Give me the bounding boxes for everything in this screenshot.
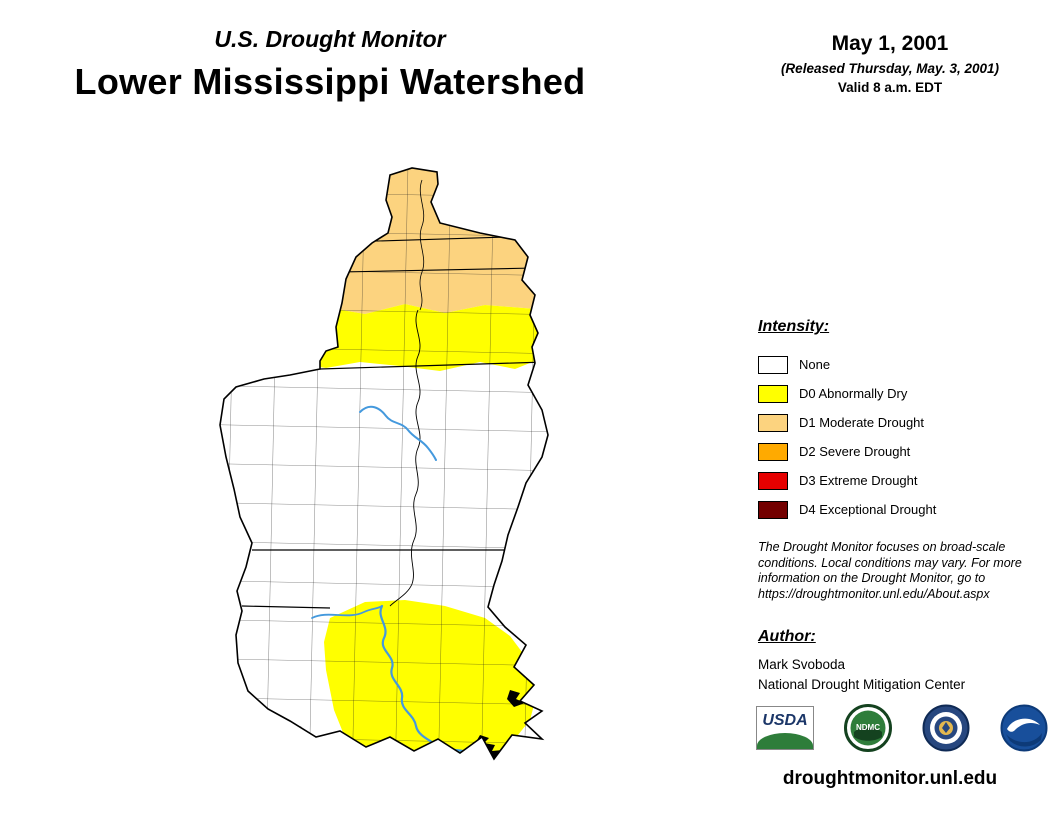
legend-swatch-d2: [758, 442, 788, 461]
logo-row: USDA NDMC: [756, 704, 1048, 752]
legend: None D0 Abnormally Dry D1 Moderate Droug…: [758, 350, 936, 524]
legend-label: D3 Extreme Drought: [799, 473, 918, 488]
map-date: May 1, 2001: [831, 32, 949, 55]
legend-item: D2 Severe Drought: [758, 437, 936, 466]
legend-item: D3 Extreme Drought: [758, 466, 936, 495]
legend-label: D2 Severe Drought: [799, 444, 911, 459]
legend-item: D0 Abnormally Dry: [758, 379, 936, 408]
disclaimer-text: The Drought Monitor focuses on broad-sca…: [758, 540, 1022, 601]
site-url: droughtmonitor.unl.edu: [782, 768, 998, 789]
usda-logo: USDA: [756, 706, 814, 750]
watershed-outline: [219, 167, 549, 761]
legend-swatch-none: [758, 355, 788, 374]
legend-swatch-d3: [758, 471, 788, 490]
header-right: May 1, 2001 (Released Thursday, May. 3, …: [720, 32, 1056, 95]
author-organization: National Drought Mitigation Center: [758, 677, 966, 692]
released-date: (Released Thursday, May. 3, 2001): [780, 61, 1000, 76]
author-heading: Author:: [758, 628, 816, 645]
usda-logo-text: USDA: [762, 712, 808, 729]
author-name: Mark Svoboda: [758, 657, 846, 672]
state-boundaries: [241, 235, 547, 609]
legend-label: D4 Exceptional Drought: [799, 502, 937, 517]
drought-map: [150, 150, 590, 810]
legend-swatch-d4: [758, 500, 788, 519]
usda-logo-field: [757, 733, 813, 749]
legend-item: D4 Exceptional Drought: [758, 495, 936, 524]
legend-label: D1 Moderate Drought: [799, 415, 925, 430]
valid-time: Valid 8 a.m. EDT: [837, 80, 943, 95]
river-boundary-line: [389, 179, 425, 607]
legend-swatch-d0: [758, 384, 788, 403]
program-title: U.S. Drought Monitor: [214, 26, 446, 52]
legend-label: None: [799, 357, 831, 372]
watershed-map-svg: [219, 167, 549, 761]
legend-item: D1 Moderate Drought: [758, 408, 936, 437]
ndmc-logo: NDMC: [844, 704, 892, 752]
legend-swatch-d1: [758, 413, 788, 432]
commerce-seal-logo: [922, 704, 970, 752]
legend-heading: Intensity:: [758, 318, 830, 335]
svg-text:NDMC: NDMC: [856, 723, 880, 732]
legend-label: D0 Abnormally Dry: [799, 386, 908, 401]
legend-item: None: [758, 350, 936, 379]
author-block: Mark Svoboda National Drought Mitigation…: [758, 655, 965, 695]
page-title: Lower Mississippi Watershed: [74, 61, 586, 102]
noaa-logo: [1000, 704, 1048, 752]
header-left: U.S. Drought Monitor Lower Mississippi W…: [20, 26, 640, 103]
county-grid: [220, 168, 548, 759]
